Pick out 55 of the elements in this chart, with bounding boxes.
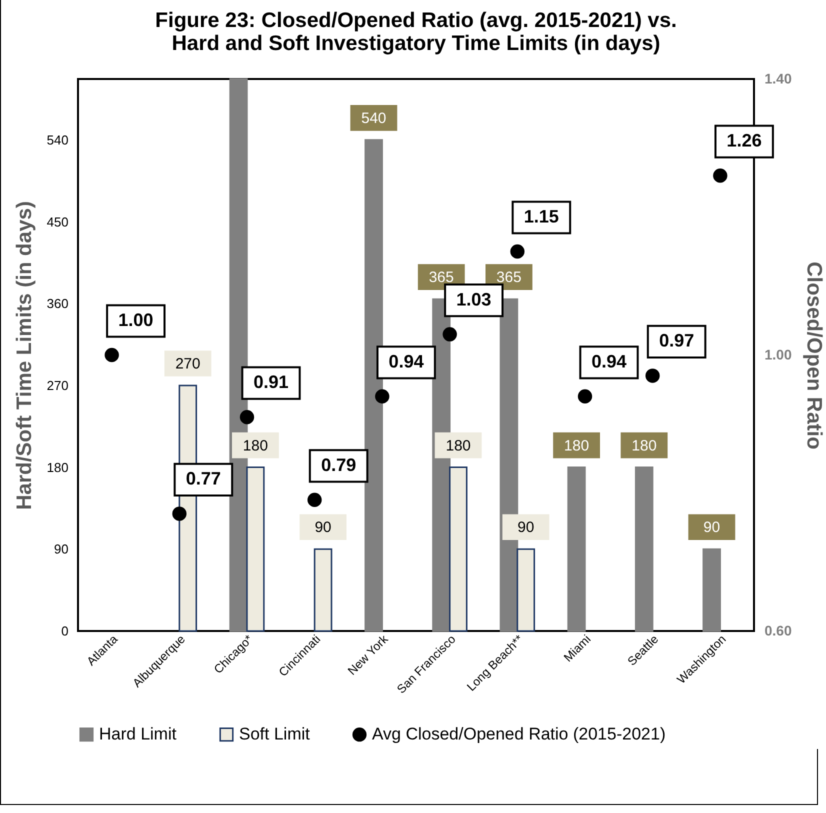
y2-tick-label: 1.00 xyxy=(764,346,792,362)
y-tick-label: 360 xyxy=(46,296,68,312)
data-label: 1.26 xyxy=(726,130,762,151)
data-label: 365 xyxy=(428,269,454,286)
data-label: 90 xyxy=(518,519,534,536)
data-label: 0.94 xyxy=(388,351,424,372)
point xyxy=(578,389,592,404)
data-label: 365 xyxy=(496,269,522,286)
point xyxy=(375,389,390,404)
data-label: 90 xyxy=(314,519,332,536)
point xyxy=(510,244,525,259)
y-tick-label: 0 xyxy=(61,624,68,638)
data-label: 180 xyxy=(446,437,471,454)
bar xyxy=(246,466,265,632)
data-label: 90 xyxy=(703,519,720,536)
data-label: 0.91 xyxy=(253,372,289,392)
data-label: 1.15 xyxy=(524,206,559,226)
bar xyxy=(449,466,468,632)
y-tick-label: 450 xyxy=(46,214,68,230)
bar xyxy=(516,548,536,632)
y2-tick-label: 1.40 xyxy=(764,70,792,86)
bar xyxy=(634,466,654,632)
y-tick-label: 90 xyxy=(54,542,68,557)
point xyxy=(442,327,457,342)
bar xyxy=(364,139,383,632)
bar xyxy=(702,548,721,632)
data-label: 180 xyxy=(632,437,657,454)
data-label: 270 xyxy=(175,355,200,372)
point xyxy=(240,410,254,424)
y2-axis-title: Closed/Open Ratio xyxy=(802,262,826,450)
legend-label: Avg Closed/Opened Ratio (2015-2021) xyxy=(372,724,666,744)
data-label: 0.97 xyxy=(659,330,694,351)
data-label: 180 xyxy=(242,437,268,454)
legend-label: Soft Limit xyxy=(239,724,310,744)
y2-tick-label: 0.60 xyxy=(764,622,792,638)
data-label: 540 xyxy=(361,110,386,127)
y-axis-title: Hard/Soft Time Limits (in days) xyxy=(12,201,36,510)
data-label: 0.94 xyxy=(591,351,627,372)
y-tick-label: 270 xyxy=(46,378,68,393)
y-tick-label: 180 xyxy=(46,460,68,475)
bar xyxy=(314,548,332,632)
point xyxy=(104,348,119,362)
y-tick-label: 540 xyxy=(46,132,68,148)
data-label: 0.77 xyxy=(186,468,221,489)
point xyxy=(172,506,187,521)
point xyxy=(645,368,660,383)
data-label: 0.79 xyxy=(321,454,356,475)
point xyxy=(713,168,728,183)
chart-title: Figure 23: Closed/Opened Ratio (avg. 2015-2021) vs. Hard and Soft Investigatory Time Limits (in days) xyxy=(155,9,677,55)
legend-label: Hard Limit xyxy=(99,724,177,744)
data-label: 1.03 xyxy=(456,289,492,310)
bar xyxy=(567,466,586,632)
point xyxy=(307,492,322,508)
data-label: 1.00 xyxy=(118,310,154,330)
data-label: 180 xyxy=(564,437,590,454)
